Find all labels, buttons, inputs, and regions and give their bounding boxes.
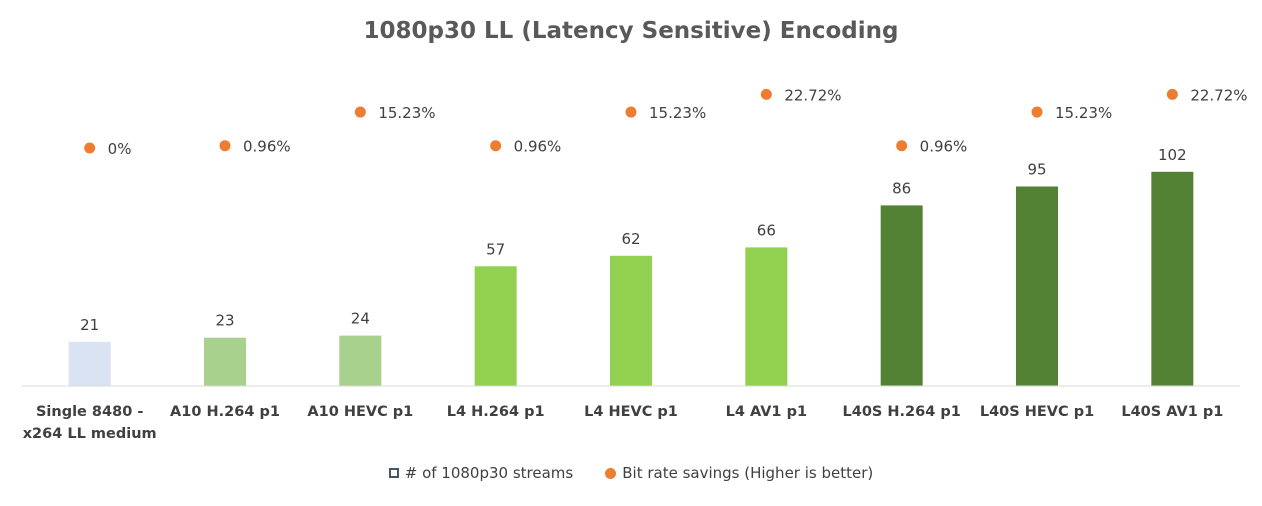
savings-point-1	[84, 142, 96, 154]
savings-value-label: 0.96%	[243, 138, 291, 156]
bar-3	[339, 335, 382, 386]
savings-value-label: 15.23%	[1055, 104, 1112, 122]
savings-point-7	[896, 140, 908, 152]
bar-4	[474, 266, 517, 386]
bar-value-label: 102	[1158, 146, 1187, 164]
bars-layer	[68, 171, 1194, 386]
bar-labels-layer: 21 23 24 57 62 66 86 95 102	[80, 146, 1187, 334]
bar-5	[610, 255, 652, 386]
x-tick-label: L4 HEVC p1	[584, 404, 678, 420]
legend-item-bitrate: Bit rate savings (Higher is better)	[605, 464, 873, 482]
savings-point-6	[760, 88, 772, 100]
bar-8	[1016, 186, 1058, 386]
bar-2	[204, 337, 246, 386]
bar-9	[1151, 171, 1194, 386]
savings-point-3	[354, 106, 366, 118]
bar-value-label: 86	[892, 179, 911, 197]
savings-value-label: 0.96%	[920, 138, 968, 156]
x-tick-label: L40S HEVC p1	[980, 404, 1094, 420]
bar-value-label: 23	[215, 312, 234, 330]
legend-item-streams: # of 1080p30 streams	[388, 464, 574, 482]
savings-point-2	[219, 140, 231, 152]
bar-value-label: 21	[80, 316, 99, 334]
dots-layer: 0% 0.96% 15.23% 0.96% 15.23% 22.72% 0.96% 15.23…	[84, 86, 1248, 158]
legend: # of 1080p30 streams Bit rate savings (H…	[0, 464, 1262, 482]
bar-7	[880, 205, 923, 386]
legend-label-bitrate: Bit rate savings (Higher is better)	[622, 464, 874, 482]
savings-value-label: 15.23%	[649, 104, 706, 122]
savings-point-9	[1166, 88, 1178, 100]
savings-value-label: 15.23%	[378, 104, 435, 122]
savings-point-4	[490, 140, 502, 152]
legend-label-streams: # of 1080p30 streams	[404, 464, 574, 482]
bar-value-label: 95	[1027, 161, 1046, 179]
savings-point-8	[1031, 106, 1043, 118]
legend-swatch-streams	[388, 468, 399, 478]
savings-point-5	[625, 106, 637, 118]
x-tick-label: A10 H.264 p1	[170, 404, 280, 420]
savings-value-label: 22.72%	[784, 86, 841, 104]
legend-swatch-bitrate	[605, 467, 617, 479]
chart-title: 1080p30 LL (Latency Sensitive) Encoding	[363, 18, 899, 44]
x-tick-label: Single 8480 -x264 LL medium	[23, 404, 157, 442]
savings-value-label: 0%	[108, 140, 132, 158]
x-tick-label: L40S AV1 p1	[1121, 404, 1223, 420]
savings-value-label: 22.72%	[1190, 86, 1247, 104]
bar-value-label: 57	[486, 240, 505, 258]
bar-1	[68, 341, 111, 386]
tick-labels-layer: Single 8480 -x264 LL medium A10 H.264 p1 A…	[23, 404, 1224, 442]
savings-value-label: 0.96%	[514, 138, 562, 156]
x-tick-label: L4 AV1 p1	[726, 404, 807, 420]
bar-value-label: 66	[757, 221, 776, 239]
bar-value-label: 24	[351, 310, 370, 328]
bar-value-label: 62	[621, 230, 640, 248]
x-tick-label: L4 H.264 p1	[447, 404, 545, 420]
x-tick-label: A10 HEVC p1	[307, 404, 413, 420]
bar-chart: 21 23 24 57 62 66 86 95 102 0% 0.96% 15.23% 0.96% 15…	[22, 86, 1248, 442]
bar-6	[745, 247, 788, 386]
x-tick-label: L40S H.264 p1	[842, 404, 960, 420]
